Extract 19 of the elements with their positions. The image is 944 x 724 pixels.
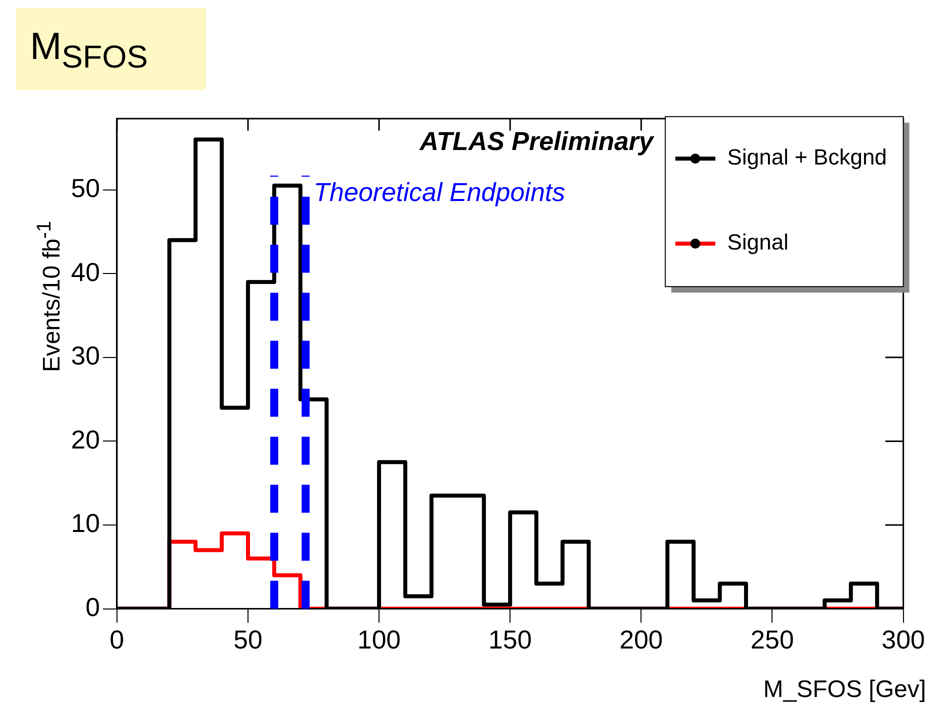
x-tick-label: 150 bbox=[488, 624, 532, 655]
x-tick-label: 200 bbox=[619, 624, 663, 655]
legend-label: Signal bbox=[727, 230, 788, 255]
x-tick-label: 250 bbox=[750, 624, 794, 655]
x-tick-label: 50 bbox=[234, 624, 262, 655]
y-tick-label: 20 bbox=[71, 424, 100, 454]
y-tick-label: 40 bbox=[71, 256, 100, 287]
annotation: ATLAS Preliminary bbox=[418, 126, 655, 156]
chart-title: M$_{SFOS}$ bbox=[16, 8, 206, 90]
y-tick-label: 10 bbox=[71, 508, 100, 538]
ref-line-label: Theoretical Endpoints bbox=[314, 176, 566, 207]
y-tick-label: 30 bbox=[71, 340, 100, 371]
x-axis-title: M_SFOS [Gev] bbox=[763, 676, 926, 704]
x-tick-label: 100 bbox=[357, 624, 401, 655]
x-tick-label: 0 bbox=[110, 624, 124, 655]
legend-label: Signal + Bckgnd bbox=[727, 144, 887, 170]
x-tick-label: 300 bbox=[882, 624, 926, 655]
y-tick-label: 50 bbox=[71, 173, 100, 203]
y-tick-label: 0 bbox=[85, 592, 100, 622]
